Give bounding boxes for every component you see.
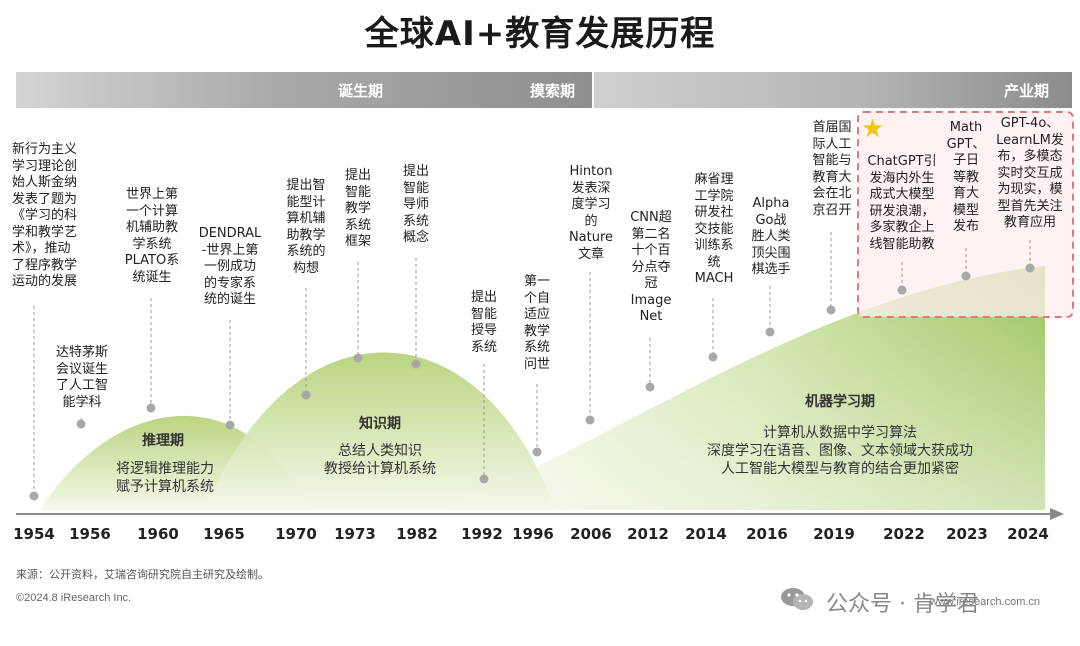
year-label: 2022 <box>883 525 925 543</box>
period-name: 知识期 <box>359 416 401 432</box>
year-label: 1982 <box>396 525 438 543</box>
year-label: 2012 <box>627 525 669 543</box>
year-label: 1954 <box>13 525 55 543</box>
timeline-axis <box>16 508 1064 520</box>
event-text: 提出 智能 授导 系统 <box>470 290 497 355</box>
year-label: 2016 <box>746 525 788 543</box>
year-label: 1960 <box>137 525 179 543</box>
event-text: CNN超 第二名 十个百 分点夺冠 Image Net <box>630 210 672 324</box>
page-title: 全球AI+教育发展历程 <box>364 14 716 54</box>
phase-band-early <box>16 72 592 108</box>
period-desc: 将逻辑推理能力 赋予计算机系统 <box>116 461 214 495</box>
event-text: ChatGPT引 发海内外生 成式大模型 研发浪潮， 多家教企上 线智能助教 <box>867 154 937 252</box>
year-label: 1992 <box>461 525 503 543</box>
event-text: DENDRAL -世界上第 一例成功 的专家系 统的诞生 <box>198 226 262 307</box>
year-label: 1973 <box>334 525 376 543</box>
phase-band-divider <box>592 72 594 108</box>
period-name: 机器学习期 <box>805 394 875 410</box>
year-label: 2019 <box>813 525 855 543</box>
phase-label-industry: 产业期 <box>1004 82 1050 100</box>
wechat-icon <box>781 588 813 610</box>
event-text: 世界上第 一个计算 机辅助教 学系统 PLATO系 统诞生 <box>124 187 180 285</box>
year-label: 1970 <box>275 525 317 543</box>
watermark-name: 公众号 · 肯学君 <box>826 592 979 617</box>
event-text: Alpha Go战 胜人类 顶尖围 棋选手 <box>751 196 791 277</box>
year-label: 1956 <box>69 525 111 543</box>
event-text: 提出 智能 导师 系统 概念 <box>402 164 429 245</box>
year-label: 1965 <box>203 525 245 543</box>
year-label: 2014 <box>685 525 727 543</box>
phase-label-birth: 诞生期 <box>338 82 384 100</box>
phase-label-explore: 摸索期 <box>530 82 576 100</box>
source-note: 来源：公开资料，艾瑞咨询研究院自主研究及绘制。 <box>16 568 269 581</box>
year-label: 2006 <box>570 525 612 543</box>
year-label: 2024 <box>1007 525 1049 543</box>
event-text: Hinton 发表深 度学习的 Nature 文章 <box>568 164 614 262</box>
period-name: 推理期 <box>142 433 184 449</box>
event-text: 提出智 能型计 算机辅 助教学 系统的 构想 <box>286 178 326 276</box>
knowledge-period-hill <box>205 352 555 510</box>
event-text: 首届国 际人工 智能与 教育大 会在北 京召开 <box>812 120 852 218</box>
year-label: 1996 <box>512 525 554 543</box>
period-desc: 计算机从数据中学习算法 深度学习在语音、图像、文本领域大获成功 人工智能大模型与教育… <box>707 425 973 477</box>
copyright: ©2024.8 iResearch Inc. <box>16 592 132 604</box>
period-desc: 总结人类知识 教授给计算机系统 <box>324 443 436 477</box>
event-connectors <box>33 232 1031 494</box>
event-text: 提出 智能 教学 系统 框架 <box>344 168 371 249</box>
event-text: GPT-4o、 LearnLM发 布，多模态 实时交互成 为现实，模 型首先关注 教育应用 <box>996 116 1064 230</box>
highlight-box <box>857 111 1074 318</box>
phase-band: 诞生期 摸索期 产业期 <box>16 72 1072 108</box>
event-text: 新行为主义 学习理论创 始人斯金纳 发表了题为 《学习的科 学和教学艺 术》，推动 了程序教学… <box>12 142 78 289</box>
watermark-url: www.iresearch.com.cn <box>930 596 1041 608</box>
phase-band-industry <box>594 72 1072 108</box>
ml-period-area-fade <box>440 266 1045 510</box>
event-text: 麻省理 工学院 研发社 交技能 训练系统 MACH <box>694 172 734 286</box>
year-label: 2023 <box>946 525 988 543</box>
event-text: 达特茅斯 会议诞生 了人工智 能学科 <box>55 345 108 410</box>
event-text: Math GPT、 子日 等教 育大 模型 发布 <box>946 120 986 234</box>
event-markers <box>29 263 1035 501</box>
star-icon: ★ <box>861 114 885 144</box>
event-text: 第一 个自 适应 教学 系统 问世 <box>523 274 550 372</box>
